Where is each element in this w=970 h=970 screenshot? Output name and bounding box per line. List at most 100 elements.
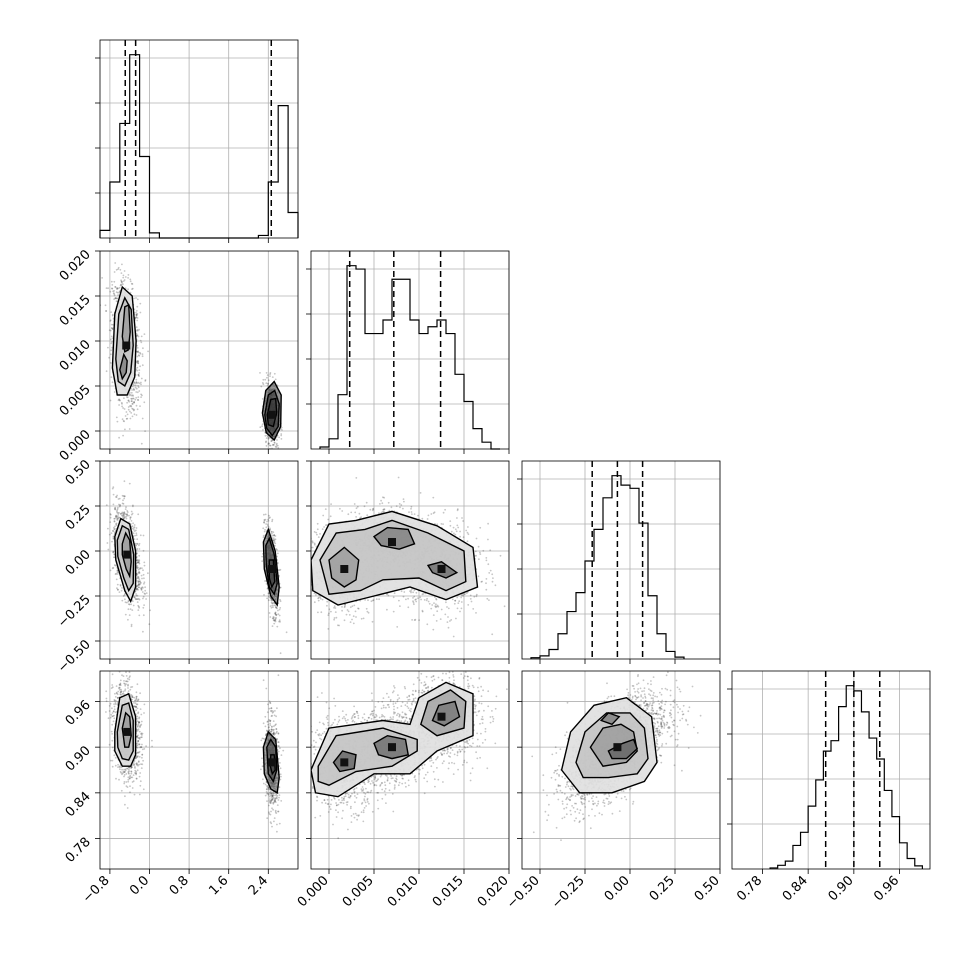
sample-point — [134, 534, 136, 537]
sample-point — [136, 742, 139, 745]
sample-point — [121, 773, 123, 776]
sample-point — [269, 372, 272, 374]
sample-point — [115, 777, 117, 780]
sample-point — [120, 283, 122, 286]
sample-point — [121, 403, 123, 405]
sample-point — [105, 370, 108, 373]
sample-point — [139, 311, 142, 314]
sample-point — [110, 349, 113, 352]
sample-point — [121, 599, 124, 602]
sample-point — [271, 532, 273, 535]
sample-point — [264, 513, 267, 516]
sample-point — [268, 517, 271, 519]
sample-point — [120, 284, 123, 286]
sample-point — [270, 601, 273, 603]
sample-point — [134, 384, 137, 387]
sample-point — [139, 302, 142, 305]
sample-point — [113, 564, 116, 566]
sample-point — [123, 495, 126, 498]
contour-line-6 — [266, 397, 278, 428]
sample-point — [120, 280, 123, 283]
sample-point — [133, 696, 136, 699]
sample-point — [141, 417, 144, 420]
sample-point — [133, 793, 136, 796]
sample-point — [281, 455, 283, 457]
sample-point — [127, 288, 129, 291]
sample-point — [138, 572, 141, 575]
sample-point — [123, 515, 125, 517]
sample-point — [126, 514, 129, 517]
sample-point — [136, 319, 139, 322]
sample-point — [121, 587, 123, 589]
sample-point — [116, 287, 119, 290]
sample-point — [131, 287, 134, 290]
sample-point — [269, 516, 271, 519]
sample-point — [272, 453, 274, 455]
sample-point — [137, 577, 140, 579]
sample-point — [276, 607, 278, 610]
sample-point — [140, 377, 143, 380]
sample-point — [140, 381, 142, 384]
sample-point — [137, 575, 139, 578]
sample-point — [112, 551, 114, 554]
sample-point — [135, 381, 138, 383]
sample-point — [272, 619, 275, 622]
sample-point — [265, 372, 268, 374]
sample-point — [143, 712, 145, 714]
sample-point — [136, 347, 139, 349]
sample-point — [121, 511, 124, 514]
contour-line-5 — [268, 559, 276, 589]
sample-point — [148, 623, 151, 626]
sample-point — [135, 587, 138, 590]
sample-point — [273, 541, 276, 544]
sample-point — [278, 620, 280, 623]
sample-point — [277, 609, 279, 612]
sample-point — [122, 280, 125, 282]
sample-point — [130, 525, 133, 528]
sample-point — [123, 420, 125, 423]
sample-point — [265, 382, 268, 385]
sample-point — [135, 757, 138, 760]
sample-point — [113, 528, 116, 531]
sample-point — [135, 313, 138, 316]
sample-point — [136, 552, 138, 555]
sample-point — [137, 386, 140, 389]
sample-point — [127, 771, 130, 773]
sample-point — [120, 280, 123, 283]
sample-point — [135, 588, 138, 591]
sample-point — [132, 604, 135, 607]
sample-point — [132, 408, 135, 410]
sample-point — [110, 730, 113, 733]
sample-point — [264, 378, 267, 381]
sample-point — [110, 532, 113, 534]
sample-point — [138, 390, 141, 392]
sample-point — [122, 666, 124, 668]
sample-point — [139, 580, 142, 583]
sample-point — [115, 572, 118, 575]
sample-point — [138, 372, 141, 374]
sample-point — [124, 770, 126, 773]
sample-point — [273, 619, 276, 621]
sample-point — [136, 542, 138, 545]
sample-point — [137, 351, 140, 354]
sample-point — [139, 692, 142, 695]
sample-point — [119, 284, 122, 287]
sample-point — [128, 393, 131, 395]
sample-point — [272, 443, 274, 446]
sample-point — [116, 660, 118, 662]
sample-point — [135, 314, 138, 317]
sample-point — [140, 767, 143, 769]
sample-point — [136, 601, 139, 603]
sample-point — [132, 527, 135, 530]
sample-point — [135, 311, 137, 314]
sample-point — [114, 692, 116, 695]
sample-point — [136, 391, 139, 394]
sample-point — [129, 417, 132, 420]
sample-point — [275, 607, 278, 609]
sample-point — [138, 542, 141, 545]
sample-point — [280, 434, 283, 437]
sample-point — [130, 766, 133, 769]
sample-point — [259, 372, 261, 374]
sample-point — [141, 353, 144, 355]
sample-point — [144, 379, 147, 381]
